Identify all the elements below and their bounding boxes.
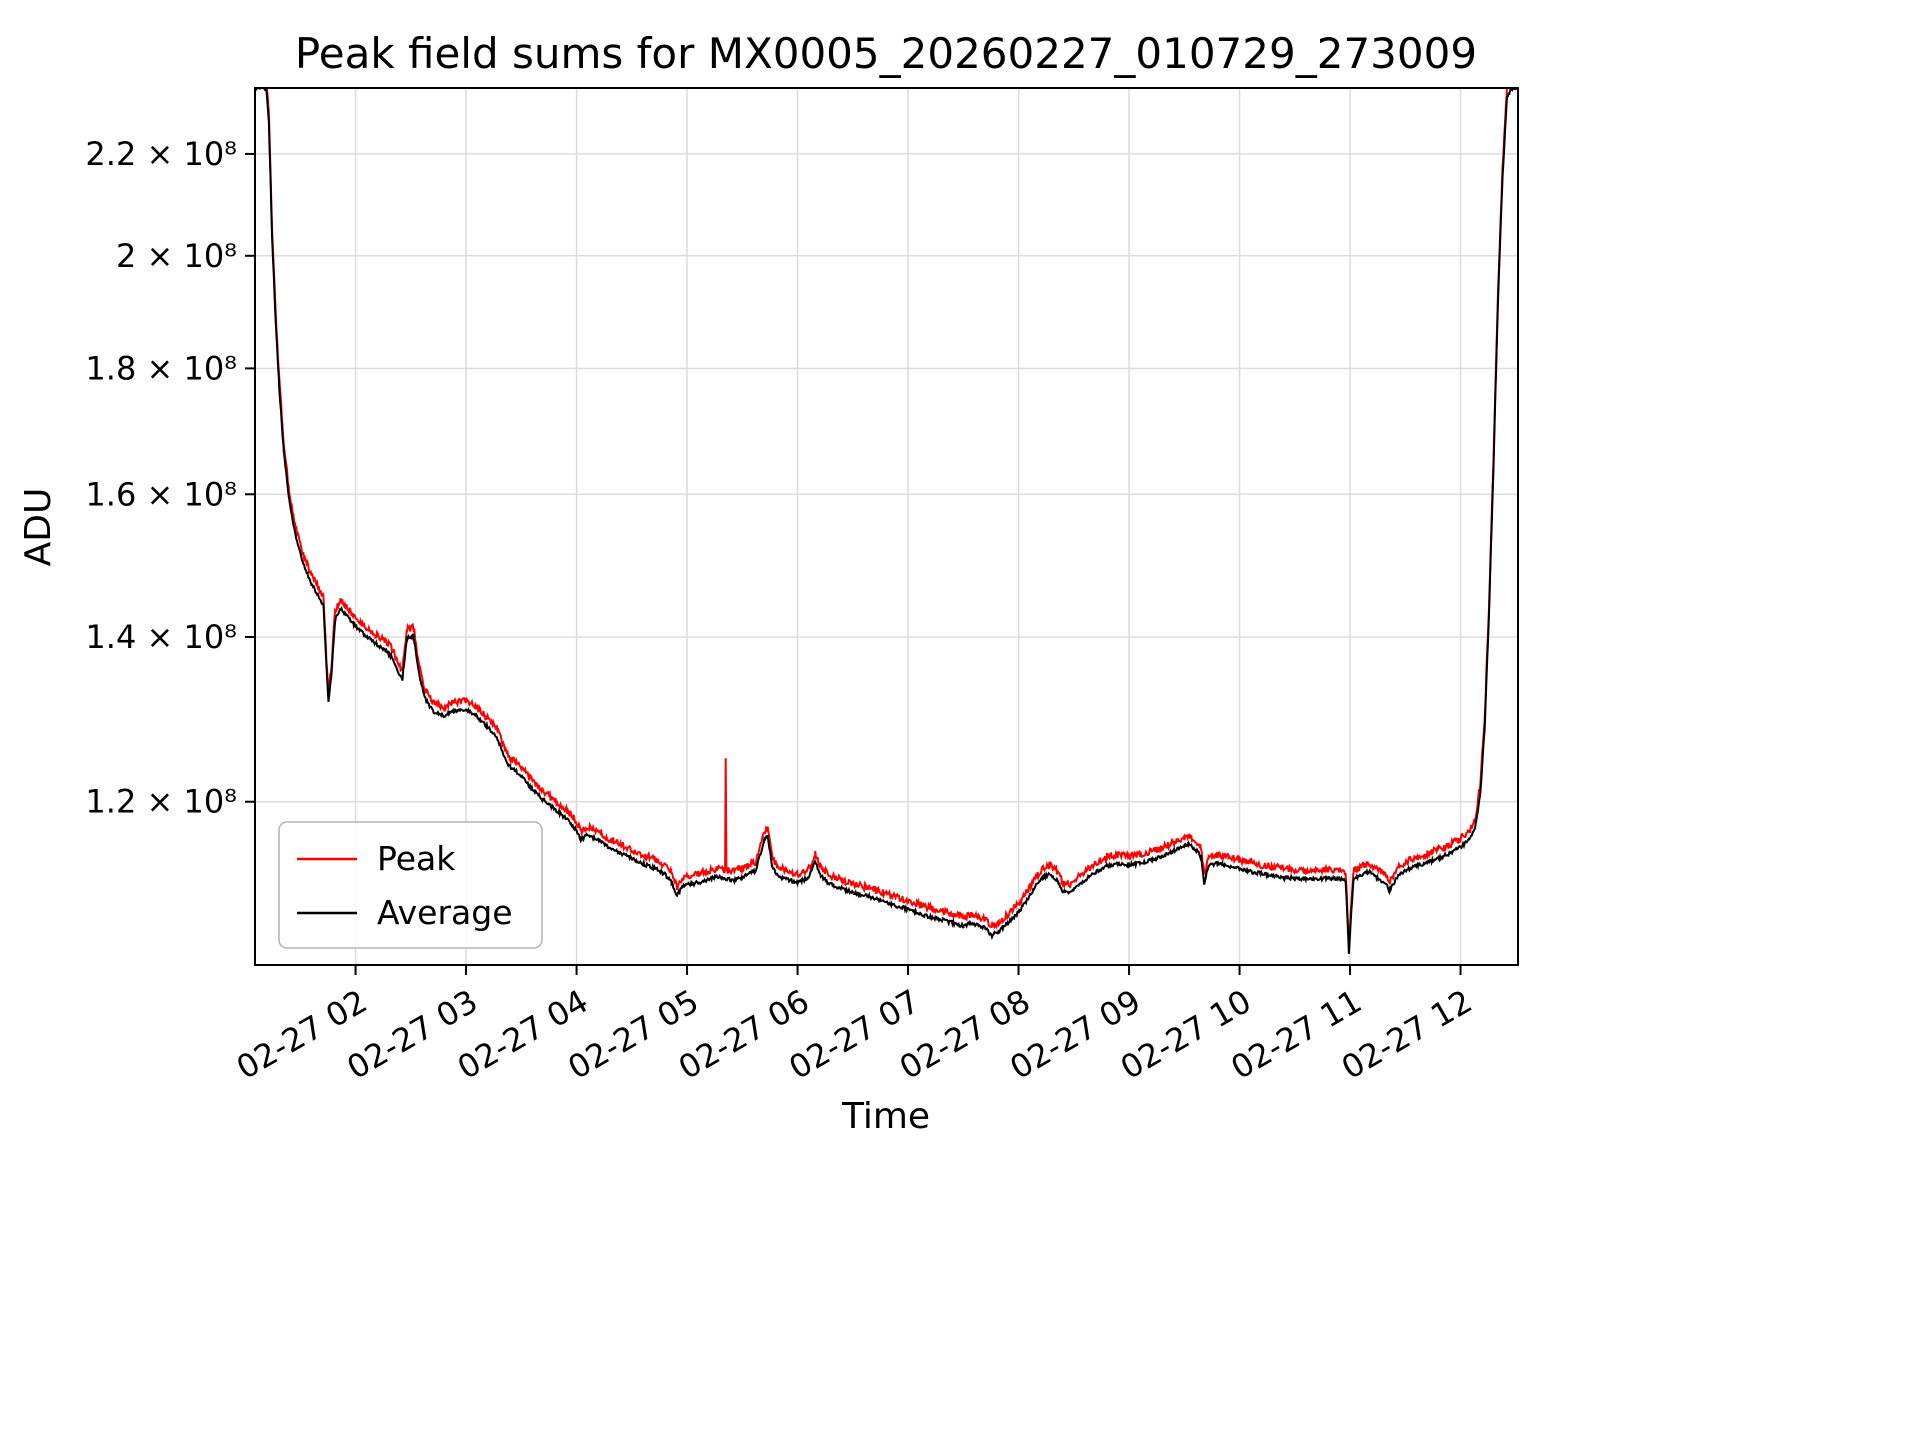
gridlines — [255, 88, 1518, 965]
legend-box — [278, 821, 543, 949]
data-series — [255, 88, 1518, 954]
series-line-average — [255, 88, 1518, 954]
chart-title: Peak field sums for MX0005_20260227_0107… — [295, 29, 1477, 78]
y-tick-labels: 1.2 × 10⁸ 1.4 × 10⁸ 1.6 × 10⁸ 1.8 × 10⁸ 2 × … — [85, 135, 237, 821]
legend: Peak Average — [278, 821, 543, 949]
y-axis-label: ADU — [18, 488, 59, 567]
series-line-peak — [265, 88, 1510, 944]
x-axis-label: Time — [841, 1096, 930, 1137]
y-tick-label: 1.8 × 10⁸ — [85, 349, 237, 387]
legend-label-average: Average — [377, 893, 513, 932]
y-tick-label: 2.2 × 10⁸ — [85, 135, 237, 173]
y-tick-label: 1.2 × 10⁸ — [85, 783, 237, 821]
y-tick-label: 2 × 10⁸ — [116, 237, 237, 275]
plot-frame — [254, 87, 1519, 966]
y-tick-label: 1.6 × 10⁸ — [85, 475, 237, 513]
legend-label-peak: Peak — [377, 839, 456, 878]
axis-tick-marks — [245, 152, 1462, 975]
y-tick-label: 1.4 × 10⁸ — [85, 618, 237, 656]
